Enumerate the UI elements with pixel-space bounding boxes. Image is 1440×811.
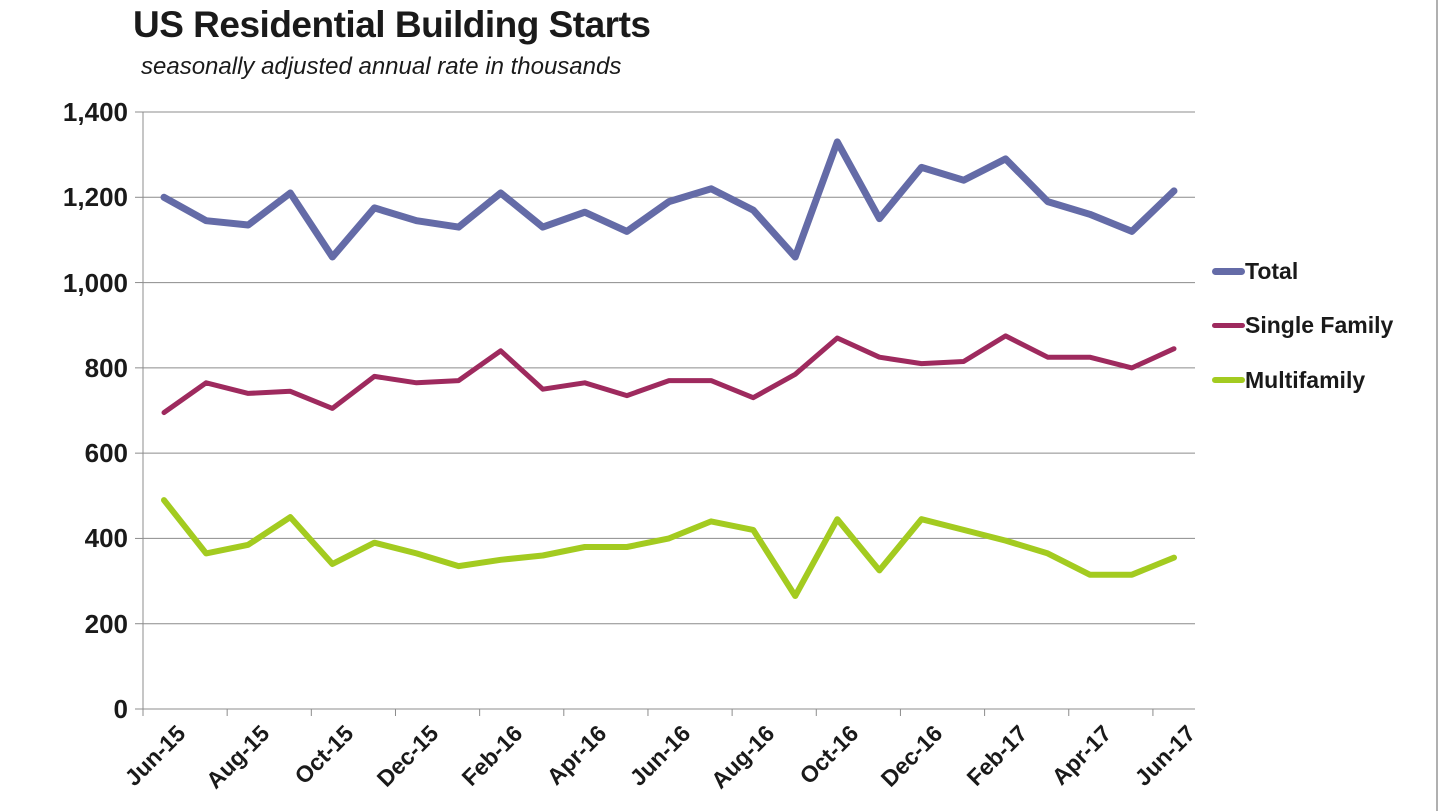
multifamily-line-swatch-icon (1212, 377, 1245, 383)
series-line-multifamily (161, 497, 1177, 599)
total-line-swatch-icon (1212, 267, 1245, 275)
y-tick-label: 1,200 (62, 182, 128, 213)
page-right-border (1436, 0, 1438, 811)
legend-label-total: Total (1245, 257, 1299, 284)
single-family-line-swatch-icon (1212, 322, 1245, 328)
legend-item-multifamily: Multifamily (1212, 366, 1366, 393)
y-tick-label: 1,400 (62, 97, 128, 127)
series-line-single-family (161, 333, 1177, 416)
legend-item-total: Total (1212, 257, 1299, 284)
legend-label-multifamily: Multifamily (1245, 366, 1366, 393)
y-tick-label: 1,000 (62, 267, 128, 298)
chart-subtitle: seasonally adjusted annual rate in thous… (141, 53, 622, 80)
y-tick-label: 200 (84, 608, 128, 639)
series-line-total (160, 138, 1178, 261)
legend-label-single-family: Single Family (1245, 311, 1394, 338)
y-tick-label: 400 (84, 523, 128, 554)
y-tick-label: 800 (84, 352, 128, 383)
legend-item-single-family: Single Family (1212, 311, 1394, 338)
chart-title: US Residential Building Starts (133, 4, 651, 45)
y-tick-label: 0 (113, 694, 128, 724)
y-tick-label: 600 (84, 438, 128, 469)
